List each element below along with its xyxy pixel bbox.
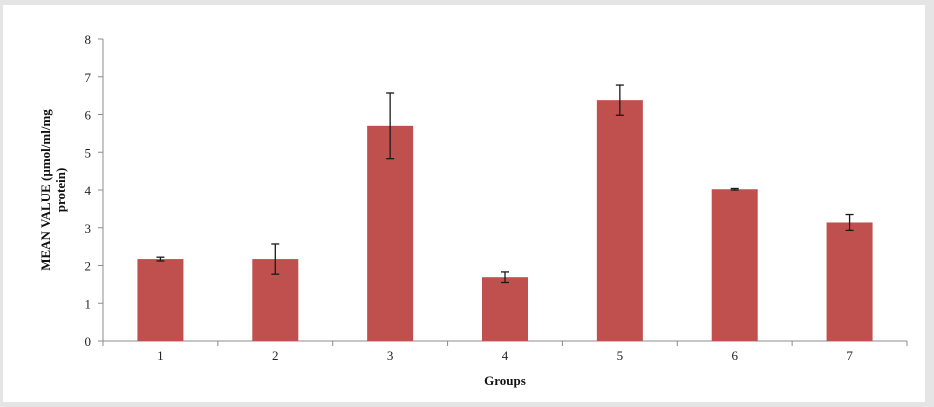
- bar-group-6: [711, 189, 758, 341]
- y-axis: 0 1 2 3 4 5 6 7 8: [85, 32, 104, 349]
- x-tick-label: 2: [272, 348, 279, 363]
- y-tick-label: 3: [85, 221, 92, 236]
- y-axis-title: MEAN VALUE (µmol/ml/mg protein): [38, 109, 68, 271]
- x-tick-label: 6: [731, 348, 738, 363]
- bar-group-1: [137, 259, 184, 341]
- y-axis-title-line-1: MEAN VALUE (µmol/ml/mg: [38, 109, 53, 271]
- bar-group-7: [826, 222, 873, 341]
- y-tick-label: 2: [85, 259, 92, 274]
- bar-group-4: [482, 277, 528, 341]
- error-bar-group-5: [615, 84, 624, 116]
- error-bar-group-7: [845, 213, 854, 232]
- error-bar-group-1: [156, 256, 165, 262]
- error-bars: [156, 84, 854, 284]
- bar-group-5: [596, 100, 643, 341]
- y-tick-label: 5: [85, 145, 92, 160]
- y-tick-label: 6: [85, 108, 92, 123]
- y-tick-label: 1: [85, 296, 92, 311]
- error-bar-group-3: [386, 92, 395, 160]
- x-tick-label: 4: [502, 348, 509, 363]
- error-bar-group-6: [730, 187, 739, 191]
- x-tick-label: 3: [387, 348, 394, 363]
- error-bar-group-2: [271, 243, 280, 275]
- y-axis-title-line-2: protein): [53, 168, 68, 213]
- error-bar-group-4: [501, 271, 509, 284]
- bar-group-3: [367, 125, 414, 341]
- bar-series: [137, 100, 873, 341]
- y-tick-label: 8: [85, 32, 92, 47]
- y-tick-label: 4: [85, 183, 92, 198]
- x-tick-label: 1: [157, 348, 164, 363]
- y-tick-label: 7: [85, 70, 92, 85]
- x-axis-title: Groups: [484, 373, 526, 388]
- y-tick-label: 0: [85, 334, 92, 349]
- x-tick-label: 5: [617, 348, 624, 363]
- x-axis: 1 2 3 4 5 6 7: [102, 340, 908, 363]
- x-tick-label: 7: [846, 348, 853, 363]
